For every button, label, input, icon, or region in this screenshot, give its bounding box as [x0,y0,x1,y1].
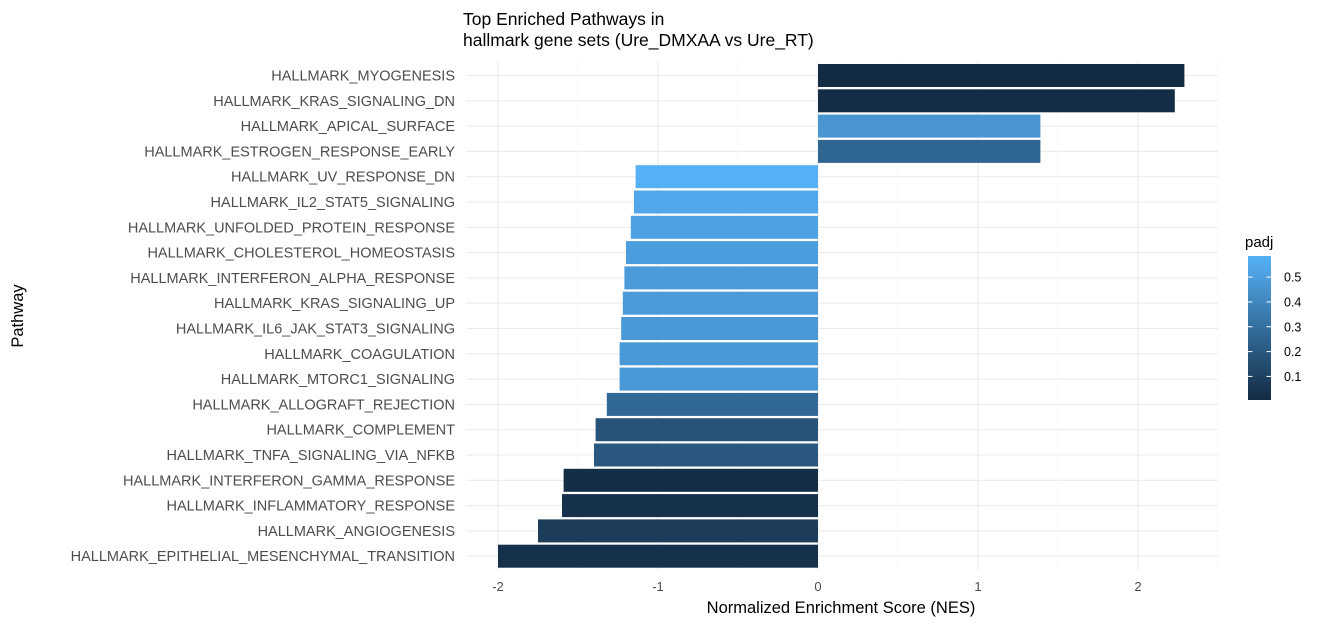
y-tick-label: HALLMARK_ANGIOGENESIS [258,524,455,540]
bar [563,468,818,492]
y-tick-label: HALLMARK_ESTROGEN_RESPONSE_EARLY [144,144,455,160]
y-tick-label: HALLMARK_INTERFERON_ALPHA_RESPONSE [130,271,455,287]
bar [562,494,818,518]
x-axis-title: Normalized Enrichment Score (NES) [707,599,976,617]
bar [818,139,1041,163]
bar [634,190,818,214]
legend-tick-label: 0.2 [1284,345,1301,359]
bar [818,114,1041,138]
y-tick-label: HALLMARK_ALLOGRAFT_REJECTION [192,397,455,413]
y-tick-label: HALLMARK_KRAS_SIGNALING_UP [214,296,455,312]
legend-tick-label: 0.1 [1284,370,1301,384]
bar [619,367,818,391]
legend-tick-label: 0.5 [1284,271,1301,285]
bar [594,443,818,467]
x-tick-label: 1 [974,579,981,594]
padj-legend: padj 0.1 0.2 0.3 0.4 0.5 [1245,234,1301,400]
y-tick-label: HALLMARK_COMPLEMENT [266,423,455,439]
y-tick-label: HALLMARK_UV_RESPONSE_DN [231,170,455,186]
y-tick-label: HALLMARK_KRAS_SIGNALING_DN [213,94,455,110]
bars [498,64,1185,568]
y-tick-label: HALLMARK_INFLAMMATORY_RESPONSE [167,499,456,515]
legend-tick-label: 0.3 [1284,320,1301,334]
y-tick-label: HALLMARK_COAGULATION [264,347,455,363]
y-tick-label: HALLMARK_UNFOLDED_PROTEIN_RESPONSE [128,220,455,236]
y-tick-label: HALLMARK_CHOLESTEROL_HOMEOSTASIS [147,246,455,262]
legend-tick-label: 0.4 [1284,295,1301,309]
legend-ticks: 0.1 0.2 0.3 0.4 0.5 [1248,271,1301,384]
x-tick-label: 0 [814,579,821,594]
bar [626,241,818,265]
y-tick-label: HALLMARK_IL6_JAK_STAT3_SIGNALING [176,322,455,338]
legend-colorbar [1248,256,1271,400]
x-tick-label: -2 [492,579,504,594]
y-tick-label: HALLMARK_TNFA_SIGNALING_VIA_NFKB [167,448,456,464]
bar [595,418,818,442]
bar [621,317,818,340]
bar [818,89,1175,113]
bar [619,342,818,366]
y-tick-labels: HALLMARK_MYOGENESIS HALLMARK_KRAS_SIGNALI… [71,69,456,566]
bar [630,215,818,239]
x-tick-labels: -2 -1 0 1 2 [492,579,1141,594]
bar [606,392,818,416]
x-tick-label: -1 [652,579,664,594]
chart-title-line-2: hallmark gene sets (Ure_DMXAA vs Ure_RT) [463,30,814,51]
y-tick-label: HALLMARK_IL2_STAT5_SIGNALING [211,195,455,211]
y-tick-label: HALLMARK_APICAL_SURFACE [241,119,456,135]
bar [635,165,818,189]
bar [818,64,1185,87]
bar [498,544,818,568]
bar [622,291,818,315]
y-tick-label: HALLMARK_EPITHELIAL_MESENCHYMAL_TRANSITI… [71,549,455,565]
y-tick-label: HALLMARK_MYOGENESIS [271,69,455,85]
y-tick-label: HALLMARK_MTORC1_SIGNALING [221,372,455,388]
bar [624,266,818,290]
y-tick-label: HALLMARK_INTERFERON_GAMMA_RESPONSE [123,473,455,489]
chart-title-line-1: Top Enriched Pathways in [463,9,664,29]
y-axis-title: Pathway [9,284,27,348]
x-tick-label: 2 [1134,579,1141,594]
legend-title: padj [1245,234,1273,251]
bar [538,519,818,543]
